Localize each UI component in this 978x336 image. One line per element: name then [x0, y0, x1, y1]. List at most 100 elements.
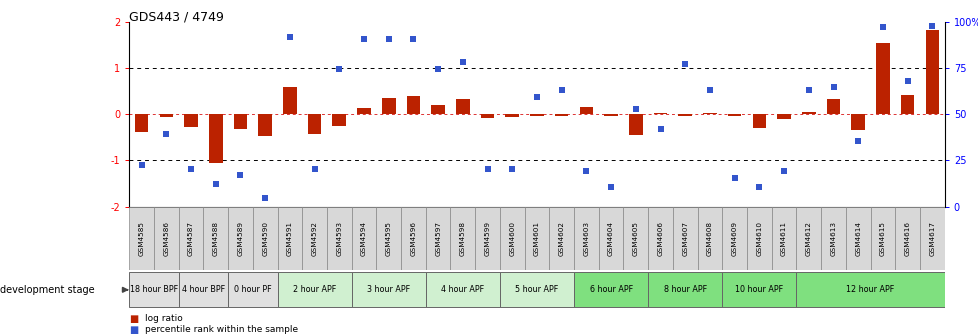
Text: GSM4591: GSM4591: [287, 221, 292, 256]
Bar: [653, 113, 667, 114]
Text: GSM4597: GSM4597: [434, 221, 441, 256]
FancyBboxPatch shape: [327, 207, 351, 270]
Text: percentile rank within the sample: percentile rank within the sample: [145, 326, 297, 334]
Text: GSM4602: GSM4602: [558, 221, 564, 256]
Text: GSM4587: GSM4587: [188, 221, 194, 256]
FancyBboxPatch shape: [697, 207, 722, 270]
Text: 4 hour BPF: 4 hour BPF: [182, 285, 225, 294]
FancyBboxPatch shape: [129, 272, 178, 307]
FancyBboxPatch shape: [302, 207, 327, 270]
Bar: [727, 114, 740, 116]
FancyBboxPatch shape: [573, 272, 647, 307]
Bar: [777, 114, 790, 119]
Text: GSM4589: GSM4589: [238, 221, 244, 256]
Text: 12 hour APF: 12 hour APF: [846, 285, 894, 294]
FancyBboxPatch shape: [252, 207, 277, 270]
Point: [257, 196, 273, 201]
FancyBboxPatch shape: [351, 207, 376, 270]
Point: [578, 168, 594, 173]
FancyBboxPatch shape: [228, 207, 252, 270]
Bar: [825, 99, 839, 114]
FancyBboxPatch shape: [450, 207, 474, 270]
Bar: [357, 108, 371, 114]
Bar: [333, 114, 346, 126]
FancyBboxPatch shape: [623, 207, 647, 270]
FancyBboxPatch shape: [573, 207, 599, 270]
FancyBboxPatch shape: [647, 207, 672, 270]
Bar: [924, 30, 938, 114]
FancyBboxPatch shape: [672, 207, 697, 270]
Text: 3 hour APF: 3 hour APF: [367, 285, 410, 294]
FancyBboxPatch shape: [129, 207, 154, 270]
Text: GSM4603: GSM4603: [583, 221, 589, 256]
Text: GSM4617: GSM4617: [928, 221, 934, 256]
Bar: [702, 113, 716, 114]
Text: GSM4593: GSM4593: [335, 221, 342, 256]
Bar: [159, 114, 173, 117]
Bar: [283, 86, 296, 114]
Text: GSM4599: GSM4599: [484, 221, 490, 256]
Text: GSM4594: GSM4594: [361, 221, 367, 256]
Point: [677, 62, 692, 67]
FancyBboxPatch shape: [178, 272, 228, 307]
Text: ■: ■: [129, 325, 138, 335]
Bar: [603, 114, 617, 116]
Bar: [555, 114, 568, 116]
Bar: [579, 107, 593, 114]
Text: GDS443 / 4749: GDS443 / 4749: [129, 10, 224, 23]
Bar: [900, 95, 913, 114]
Text: 0 hour PF: 0 hour PF: [234, 285, 271, 294]
FancyBboxPatch shape: [474, 207, 500, 270]
FancyBboxPatch shape: [351, 272, 425, 307]
Point: [874, 25, 890, 30]
Bar: [431, 105, 444, 114]
FancyBboxPatch shape: [796, 207, 821, 270]
FancyBboxPatch shape: [524, 207, 549, 270]
Bar: [234, 114, 247, 129]
Point: [627, 106, 643, 111]
Point: [207, 182, 223, 187]
Point: [652, 126, 668, 132]
FancyBboxPatch shape: [845, 207, 869, 270]
Text: GSM4608: GSM4608: [706, 221, 712, 256]
Point: [800, 87, 816, 93]
Bar: [135, 114, 149, 132]
Text: GSM4609: GSM4609: [731, 221, 737, 256]
Point: [380, 37, 396, 42]
FancyBboxPatch shape: [376, 207, 401, 270]
FancyBboxPatch shape: [746, 207, 771, 270]
FancyBboxPatch shape: [401, 207, 425, 270]
FancyBboxPatch shape: [500, 272, 573, 307]
Text: GSM4588: GSM4588: [212, 221, 218, 256]
Point: [751, 184, 767, 190]
FancyBboxPatch shape: [203, 207, 228, 270]
Bar: [629, 114, 642, 134]
Text: GSM4604: GSM4604: [607, 221, 613, 256]
Text: GSM4600: GSM4600: [509, 221, 514, 256]
FancyBboxPatch shape: [277, 272, 351, 307]
Bar: [851, 114, 865, 130]
Text: GSM4590: GSM4590: [262, 221, 268, 256]
FancyBboxPatch shape: [425, 272, 500, 307]
Text: GSM4601: GSM4601: [533, 221, 540, 256]
Point: [479, 166, 495, 171]
Text: development stage: development stage: [0, 285, 95, 295]
Point: [504, 166, 519, 171]
Text: GSM4611: GSM4611: [780, 221, 786, 256]
Bar: [678, 114, 691, 116]
Text: log ratio: log ratio: [145, 314, 183, 323]
FancyBboxPatch shape: [869, 207, 895, 270]
Point: [850, 138, 866, 144]
FancyBboxPatch shape: [500, 207, 524, 270]
Text: GSM4585: GSM4585: [139, 221, 145, 256]
Point: [306, 166, 322, 171]
FancyBboxPatch shape: [425, 207, 450, 270]
Point: [233, 173, 248, 178]
Point: [726, 175, 741, 181]
Bar: [875, 43, 889, 114]
FancyBboxPatch shape: [722, 272, 796, 307]
Text: GSM4614: GSM4614: [855, 221, 861, 256]
Point: [158, 131, 174, 136]
Point: [332, 66, 347, 72]
Bar: [406, 96, 420, 114]
